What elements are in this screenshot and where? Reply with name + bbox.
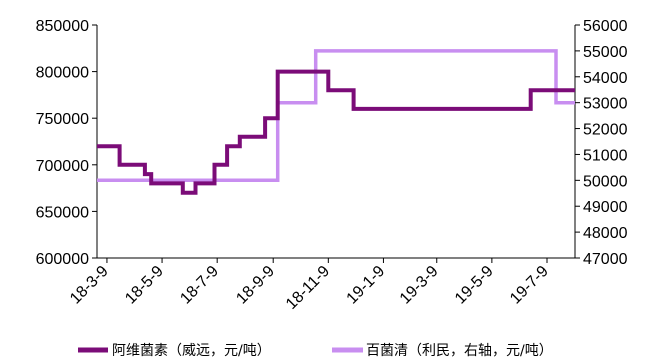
right-tick-label: 52000 — [583, 122, 628, 139]
right-tick-label: 48000 — [583, 225, 628, 242]
x-tick-label: 18-11-9 — [283, 263, 333, 313]
right-tick-label: 51000 — [583, 147, 628, 164]
series-line-avermectin — [97, 69, 575, 195]
legend-label-avermectin: 阿维菌素（威远，元/吨） — [112, 343, 271, 358]
x-tick-label: 18-7-9 — [177, 263, 222, 308]
x-tick-label: 18-9-9 — [233, 263, 278, 308]
right-tick-label: 56000 — [583, 18, 628, 35]
x-tick-label: 19-1-9 — [344, 263, 389, 308]
left-tick-label: 850000 — [36, 18, 89, 35]
left-y-axis: 600000 650000 700000 750000 800000 850000 — [36, 18, 98, 268]
right-tick-label: 47000 — [583, 251, 628, 268]
x-tick-label: 18-3-9 — [67, 263, 112, 308]
left-tick-label: 650000 — [36, 204, 89, 221]
legend: 阿维菌素（威远，元/吨） 百菌清（利民，右轴，元/吨） — [78, 343, 553, 358]
right-y-axis: 47000 48000 49000 50000 51000 52000 53000 54000… — [574, 18, 628, 268]
left-tick-label: 750000 — [36, 111, 89, 128]
series-line-chlorothalonil — [97, 49, 575, 183]
x-tick-label: 19-3-9 — [397, 263, 442, 308]
right-tick-label: 50000 — [583, 173, 628, 190]
right-tick-label: 53000 — [583, 96, 628, 113]
x-axis: 18-3-9 18-5-9 18-7-9 18-9-9 18-11-9 19-1-9 19-… — [67, 257, 575, 313]
x-tick-label: 19-7-9 — [507, 263, 552, 308]
right-tick-label: 49000 — [583, 199, 628, 216]
series-layer — [97, 49, 575, 195]
left-tick-label: 800000 — [36, 65, 89, 82]
legend-label-chlorothalonil: 百菌清（利民，右轴，元/吨） — [366, 343, 553, 358]
x-tick-label: 18-5-9 — [122, 263, 167, 308]
right-tick-label: 55000 — [583, 44, 628, 61]
right-tick-label: 54000 — [583, 70, 628, 87]
x-tick-label: 19-5-9 — [452, 263, 497, 308]
left-tick-label: 700000 — [36, 158, 89, 175]
left-tick-label: 600000 — [36, 251, 89, 268]
